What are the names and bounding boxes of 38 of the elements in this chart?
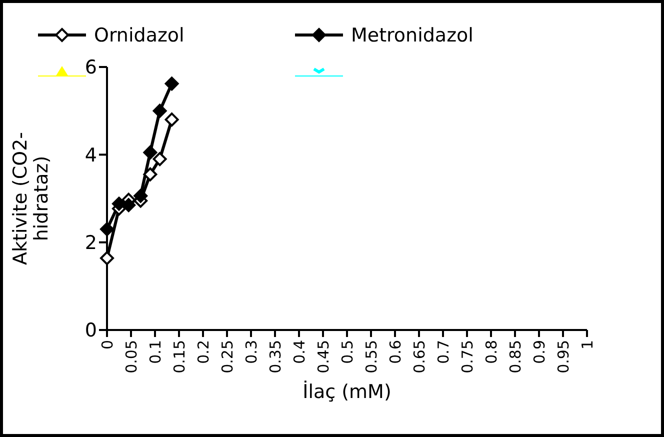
point: [100, 251, 114, 266]
y-tick-label: 6: [84, 56, 97, 79]
point: [112, 196, 126, 211]
x-tick-label: 0.8: [482, 340, 500, 364]
point: [164, 112, 179, 127]
y-axis-title: Aktivite (CO2-hidrataz): [10, 132, 52, 266]
point: [164, 76, 179, 91]
x-tick-label: 1: [578, 340, 596, 350]
legend-label: Metronidazol: [351, 24, 474, 47]
x-tick-label: 0.35: [266, 340, 284, 374]
x-tick-label: 0.7: [434, 340, 452, 364]
x-tick-label: 0.45: [314, 340, 332, 374]
x-tick-label: 0.1: [146, 340, 164, 364]
x-tick-label: 0.3: [242, 340, 260, 364]
x-tick-label: 0.2: [194, 340, 212, 364]
x-tick-label: 0.4: [290, 340, 308, 364]
point: [143, 145, 158, 160]
point: [143, 167, 158, 182]
x-tick-label: 0.5: [338, 340, 356, 364]
point: [134, 188, 148, 203]
x-tick-label: 0.95: [554, 340, 572, 374]
y-tick-label: 4: [84, 144, 97, 166]
x-tick-label: 0: [98, 340, 116, 350]
x-tick-label: 0.65: [410, 340, 428, 374]
legend-label: Ornidazol: [94, 24, 184, 47]
point: [152, 104, 167, 118]
x-tick-label: 0.25: [218, 340, 236, 374]
y-tick-label: 2: [84, 232, 97, 254]
x-tick-label: 0.85: [506, 340, 524, 374]
x-tick-label: 0.05: [122, 340, 140, 374]
point: [152, 152, 167, 166]
x-tick-label: 0.75: [458, 340, 476, 374]
x-tick-label: 0.15: [170, 340, 188, 374]
x-tick-label: 0.9: [530, 340, 548, 364]
x-tick-label: 0.6: [386, 340, 404, 364]
x-tick-label: 0.55: [362, 340, 380, 374]
x-axis-title: İlaç (mM): [302, 380, 392, 403]
point: [100, 222, 114, 236]
